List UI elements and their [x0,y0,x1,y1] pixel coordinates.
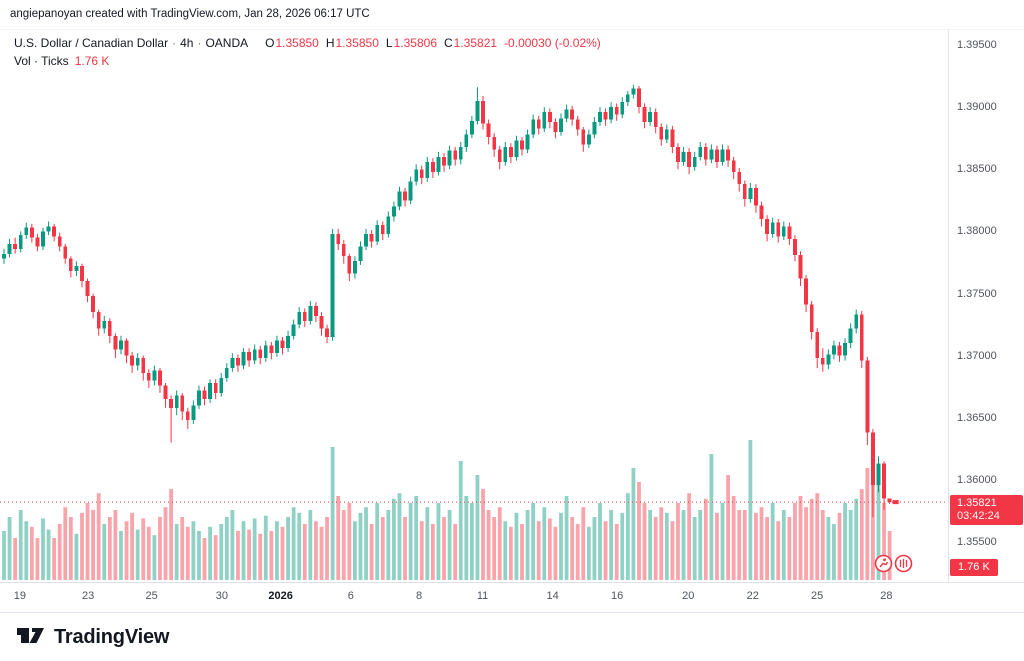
price-tick-label: 1.37000 [957,349,997,362]
time-axis-label: 25 [811,590,824,602]
price-tick-label: 1.39500 [957,39,997,52]
separator-dot: · [197,36,202,50]
chart-legend: U.S. Dollar / Canadian Dollar · 4h · OANDA O1… [14,35,601,69]
price-tick-label: 1.38500 [957,163,997,176]
price-tick-label: 1.36500 [957,411,997,424]
time-axis-label: 28 [880,590,893,602]
candlestick-chart[interactable] [0,30,948,582]
tradingview-logo-icon[interactable] [16,622,46,653]
candle-series [2,84,892,518]
close-value: 1.35821 [453,36,498,50]
volume-series [2,440,892,580]
time-axis[interactable]: 19 23 25 30 2026 6 8 11 14 16 20 22 25 28 [0,582,1024,613]
price-axis[interactable]: 1.35821 03:42:24 1.76 K 1.39500 1.39000 1.… [948,30,1024,582]
time-axis-label: 25 [145,590,158,602]
close-label: C [444,36,453,50]
price-tick-label: 1.36000 [957,473,997,486]
time-axis-label: 30 [215,590,228,602]
last-price-label: 1.35821 03:42:24 [950,495,1023,526]
interval-label[interactable]: 4h [180,36,194,50]
symbol-title[interactable]: U.S. Dollar / Canadian Dollar [14,36,169,50]
open-value: 1.35850 [275,36,319,50]
separator-dot: · [172,36,177,50]
time-axis-label: 16 [611,590,624,602]
price-tick-label: 1.37500 [957,287,997,300]
economic-event-icons[interactable] [874,554,913,573]
ohlc-values: O1.35850 H1.35850 L1.35806 C1.35821 [258,36,497,50]
time-axis-label: 8 [415,590,423,602]
bar-countdown: 03:42:24 [957,510,1000,523]
last-price-value: 1.35821 [957,497,997,510]
volume-indicator-label[interactable]: Vol · Ticks [14,54,69,68]
high-value: 1.35850 [335,36,379,50]
attribution-text: angiepanoyan created with TradingView.co… [10,8,370,20]
time-axis-label: 6 [347,590,354,602]
time-axis-label: 19 [13,590,27,602]
change-value: -0.00030 (-0.02%) [504,36,601,50]
low-label: L [385,36,393,50]
time-axis-label: 14 [546,590,559,602]
time-axis-label: 2026 [268,590,293,602]
attribution-bar: angiepanoyan created with TradingView.co… [0,0,1024,30]
open-label: O [265,36,275,50]
chart-plot-region[interactable]: U.S. Dollar / Canadian Dollar · 4h · OANDA O1… [0,30,948,582]
high-label: H [325,36,335,50]
low-value: 1.35806 [393,36,437,50]
time-axis-label: 23 [82,590,95,602]
volume-value: 1.76 K [74,54,110,68]
last-price-marker [892,500,899,505]
time-axis-label: 22 [746,590,759,602]
event-icon-1[interactable] [874,554,893,573]
logo-bar: TradingView [0,612,1024,661]
symbol-row: U.S. Dollar / Canadian Dollar · 4h · OANDA O1… [14,35,601,51]
volume-axis-label: 1.76 K [950,559,998,576]
tradingview-logo-text[interactable]: TradingView [54,625,170,648]
price-tick-label: 1.38000 [957,225,997,238]
price-tick-label: 1.35500 [957,535,997,548]
volume-row: Vol · Ticks 1.76 K [14,53,601,69]
exchange-label: OANDA [205,36,249,50]
time-axis-label: 20 [682,590,695,602]
price-tick-label: 1.39000 [957,101,997,114]
event-icon-2[interactable] [894,554,913,573]
time-axis-label: 11 [476,590,489,602]
